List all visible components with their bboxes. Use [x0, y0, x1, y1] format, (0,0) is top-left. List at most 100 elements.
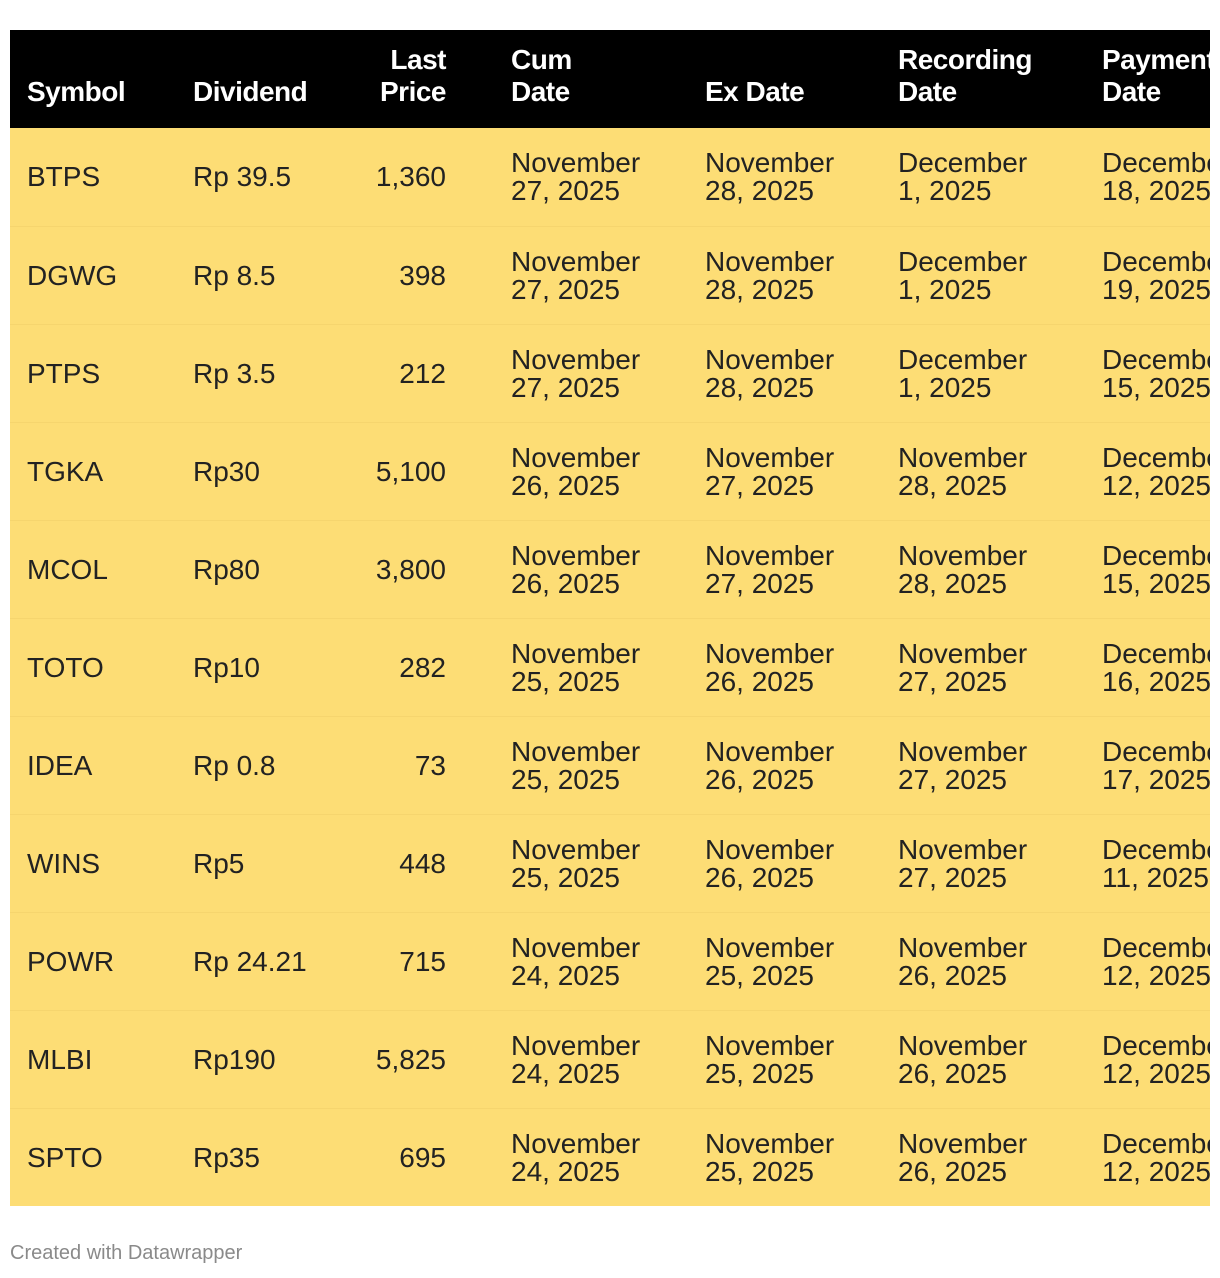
body-text: DGWG — [27, 260, 118, 291]
body-cell: Rp80 — [193, 521, 353, 619]
header-text: Cum Date — [511, 44, 572, 107]
body-cell: IDEA — [27, 717, 187, 815]
body-text: November 25, 2025 — [705, 932, 835, 991]
table-row: PTPS Rp 3.5 212 November 27, 2025 November 2… — [10, 324, 1210, 422]
body-cell: MLBI — [27, 1011, 187, 1109]
body-text: November 27, 2025 — [705, 540, 835, 599]
body-text: MCOL — [27, 554, 108, 585]
body-cell: November 27, 2025 — [511, 227, 691, 325]
body-cell: Rp30 — [193, 423, 353, 521]
body-text: 5,100 — [375, 456, 446, 487]
body-cell: December 19, 2025 — [1102, 227, 1210, 325]
body-cell: November 27, 2025 — [511, 325, 691, 423]
body-cell: November 26, 2025 — [705, 717, 885, 815]
body-text: TOTO — [27, 652, 104, 683]
body-text: 695 — [399, 1142, 446, 1173]
body-text: November 26, 2025 — [898, 1030, 1028, 1089]
body-text: Rp 8.5 — [193, 260, 276, 291]
body-text: November 24, 2025 — [511, 1128, 641, 1187]
body-cell: Rp 39.5 — [193, 128, 353, 226]
header-cell: Last Price — [346, 30, 447, 128]
body-cell: 3,800 — [346, 521, 446, 619]
body-cell: December 17, 2025 — [1102, 717, 1210, 815]
body-text: PTPS — [27, 358, 101, 389]
body-cell: Rp 3.5 — [193, 325, 353, 423]
body-text: Rp190 — [193, 1044, 276, 1075]
body-cell: November 25, 2025 — [705, 1011, 885, 1109]
body-text: December 15, 2025 — [1102, 344, 1210, 403]
body-cell: November 24, 2025 — [511, 1011, 691, 1109]
table-row: IDEA Rp 0.8 73 November 25, 2025 November 26… — [10, 716, 1210, 814]
body-text: Rp10 — [193, 652, 260, 683]
body-text: MLBI — [27, 1044, 93, 1075]
body-cell: December 16, 2025 — [1102, 619, 1210, 717]
body-text: 212 — [399, 358, 446, 389]
body-text: 3,800 — [375, 554, 446, 585]
body-cell: November 24, 2025 — [511, 1109, 691, 1206]
body-cell: December 12, 2025 — [1102, 423, 1210, 521]
body-cell: December 1, 2025 — [898, 325, 1088, 423]
body-text: December 1, 2025 — [898, 246, 1028, 305]
body-text: November 28, 2025 — [898, 540, 1028, 599]
body-text: 282 — [399, 652, 446, 683]
body-text: December 1, 2025 — [898, 147, 1028, 206]
body-cell: Rp 8.5 — [193, 227, 353, 325]
body-cell: November 26, 2025 — [511, 423, 691, 521]
body-text: Rp 0.8 — [193, 750, 276, 781]
body-text: Rp80 — [193, 554, 260, 585]
body-cell: November 27, 2025 — [511, 128, 691, 226]
body-cell: November 27, 2025 — [898, 815, 1088, 913]
body-text: TGKA — [27, 456, 104, 487]
body-text: 398 — [399, 260, 446, 291]
body-text: Rp30 — [193, 456, 260, 487]
body-text: November 27, 2025 — [511, 147, 641, 206]
body-text: 448 — [399, 848, 446, 879]
body-cell: 695 — [346, 1109, 446, 1206]
body-cell: November 26, 2025 — [898, 1011, 1088, 1109]
body-cell: November 26, 2025 — [898, 913, 1088, 1011]
body-cell: BTPS — [27, 128, 187, 226]
header-cell: Dividend — [193, 30, 353, 128]
body-cell: TOTO — [27, 619, 187, 717]
body-text: November 26, 2025 — [511, 540, 641, 599]
body-cell: November 25, 2025 — [511, 619, 691, 717]
body-text: November 26, 2025 — [511, 442, 641, 501]
table-row: BTPS Rp 39.5 1,360 November 27, 2025 Novembe… — [10, 128, 1210, 226]
footer: Created with Datawrapper — [10, 1242, 243, 1264]
header-cell: Ex Date — [705, 30, 885, 128]
body-cell: December 1, 2025 — [898, 227, 1088, 325]
body-text: November 26, 2025 — [705, 834, 835, 893]
body-cell: 398 — [346, 227, 446, 325]
body-text: November 25, 2025 — [511, 638, 641, 697]
body-cell: Rp190 — [193, 1011, 353, 1109]
table-row: MLBI Rp190 5,825 November 24, 2025 November … — [10, 1010, 1210, 1108]
body-cell: November 25, 2025 — [705, 1109, 885, 1206]
body-cell: November 28, 2025 — [705, 128, 885, 226]
body-cell: November 24, 2025 — [511, 913, 691, 1011]
body-text: November 27, 2025 — [898, 638, 1028, 697]
body-text: December 11, 2025 — [1102, 834, 1210, 893]
body-text: December 17, 2025 — [1102, 736, 1210, 795]
body-text: IDEA — [27, 750, 93, 781]
body-cell: November 27, 2025 — [705, 423, 885, 521]
body-cell: November 28, 2025 — [898, 521, 1088, 619]
body-text: December 1, 2025 — [898, 344, 1028, 403]
body-text: November 24, 2025 — [511, 932, 641, 991]
body-cell: PTPS — [27, 325, 187, 423]
body-text: 1,360 — [375, 161, 446, 192]
body-cell: 448 — [346, 815, 446, 913]
body-cell: Rp5 — [193, 815, 353, 913]
body-text: November 28, 2025 — [898, 442, 1028, 501]
body-text: November 25, 2025 — [511, 736, 641, 795]
body-cell: DGWG — [27, 227, 187, 325]
body-cell: November 26, 2025 — [898, 1109, 1088, 1206]
body-text: November 26, 2025 — [705, 638, 835, 697]
table-row: DGWG Rp 8.5 398 November 27, 2025 November 2… — [10, 226, 1210, 324]
header-text: Payment Date — [1102, 44, 1210, 107]
header-text: Ex Date — [705, 76, 805, 107]
body-text: Rp 39.5 — [193, 161, 292, 192]
body-text: Rp 24.21 — [193, 946, 307, 977]
table-header: Symbol Dividend Last Price Cum Date Ex Date R… — [10, 30, 1210, 128]
body-text: November 25, 2025 — [705, 1128, 835, 1187]
body-text: December 15, 2025 — [1102, 540, 1210, 599]
